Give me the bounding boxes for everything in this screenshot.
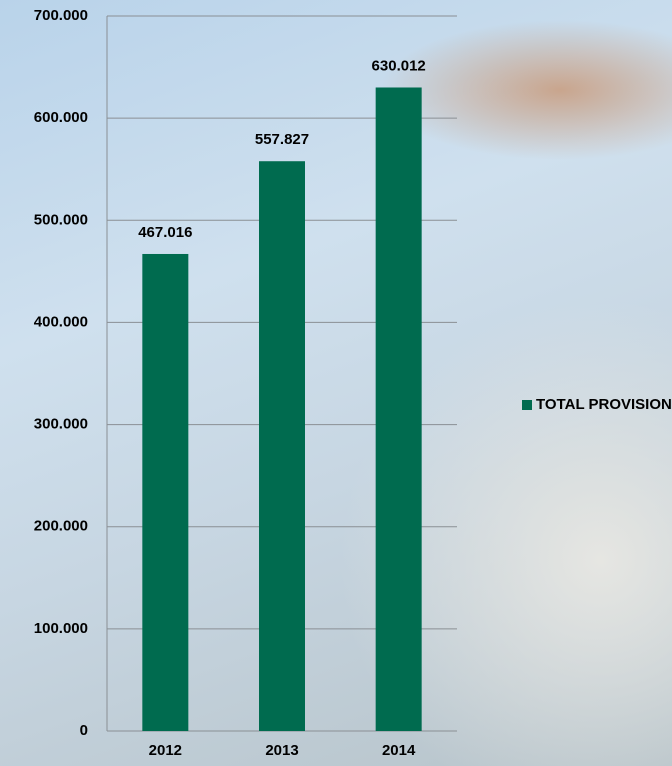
value-label: 557.827 bbox=[255, 131, 309, 148]
y-tick-label: 500.000 bbox=[34, 211, 88, 228]
y-tick-label: 400.000 bbox=[34, 313, 88, 330]
y-tick-label: 100.000 bbox=[34, 620, 88, 637]
value-label: 630.012 bbox=[372, 57, 426, 74]
y-tick-label: 700.000 bbox=[34, 7, 88, 24]
y-tick-label: 0 bbox=[80, 722, 88, 739]
value-label: 467.016 bbox=[138, 224, 192, 241]
y-tick-label: 300.000 bbox=[34, 416, 88, 433]
bar bbox=[259, 161, 305, 732]
y-tick-label: 600.000 bbox=[34, 109, 88, 126]
legend: TOTAL PROVISIONS bbox=[522, 396, 672, 414]
bar bbox=[142, 253, 189, 732]
legend-label: TOTAL PROVISIONS bbox=[536, 396, 672, 413]
x-tick-label: 2012 bbox=[149, 742, 182, 759]
x-tick-label: 2013 bbox=[265, 742, 298, 759]
x-tick-label: 2014 bbox=[382, 742, 416, 759]
y-tick-label: 200.000 bbox=[34, 518, 88, 535]
bar bbox=[375, 87, 422, 732]
legend-swatch bbox=[522, 400, 532, 410]
